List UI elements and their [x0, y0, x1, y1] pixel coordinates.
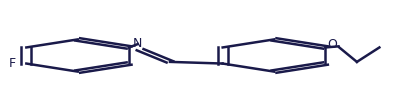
Text: O: O — [328, 38, 337, 51]
Text: N: N — [133, 37, 142, 50]
Text: F: F — [9, 57, 16, 70]
